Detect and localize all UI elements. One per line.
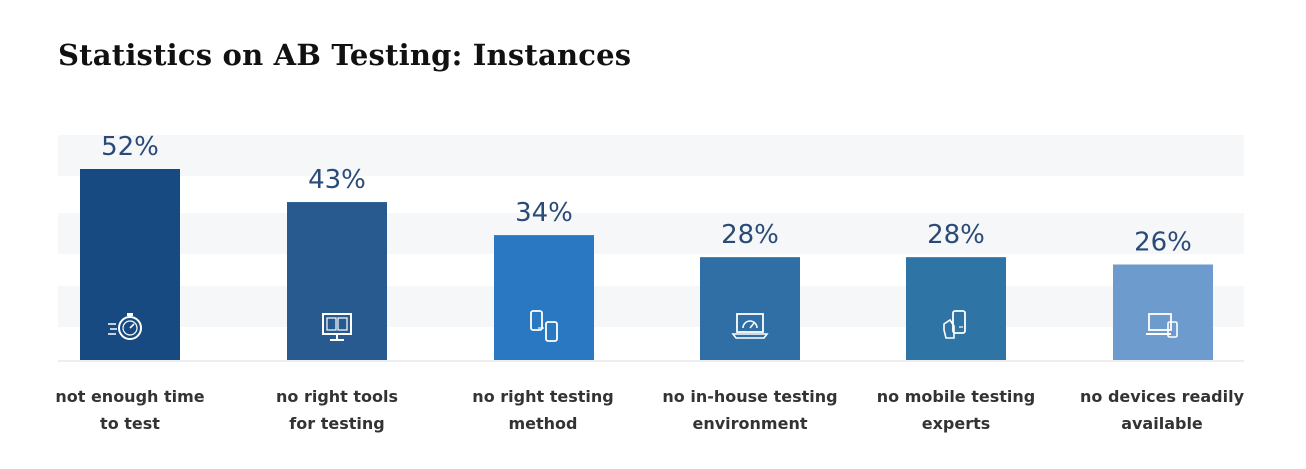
category-labels-group: not enough time to test no right tools for …	[55, 387, 1244, 433]
phone-tablet-icon	[530, 310, 558, 342]
grid-band	[58, 286, 1244, 327]
value-label: 26%	[1134, 228, 1192, 258]
grid-band	[58, 135, 1244, 176]
ab-monitor-icon	[322, 313, 352, 341]
category-label: not enough time	[55, 387, 204, 406]
category-label: available	[1121, 414, 1203, 433]
value-label: 28%	[721, 220, 779, 250]
value-label: 43%	[308, 165, 366, 195]
laptop-gauge-icon	[731, 313, 769, 339]
category-label: no right testing	[472, 387, 613, 406]
grid-band	[58, 213, 1244, 254]
background-bands	[58, 135, 1244, 327]
category-label: environment	[693, 414, 808, 433]
bar	[906, 257, 1006, 360]
value-label: 28%	[927, 220, 985, 250]
chart-title: Statistics on AB Testing: Instances	[58, 38, 632, 72]
value-label: 52%	[101, 132, 159, 162]
category-label: no right tools	[276, 387, 398, 406]
devices-icon	[1146, 313, 1178, 338]
icons-group	[108, 310, 1178, 342]
category-label: no in-house testing	[662, 387, 837, 406]
bars-group	[80, 169, 1213, 360]
category-label: no devices readily	[1080, 387, 1245, 406]
value-label: 34%	[515, 198, 573, 228]
category-label: no mobile testing	[877, 387, 1035, 406]
mobile-hand-icon	[943, 310, 966, 339]
value-labels-group: 52% 43% 34% 28% 28% 26%	[101, 132, 1192, 258]
category-label: to test	[100, 414, 160, 433]
bar	[1113, 264, 1213, 360]
category-label: experts	[922, 414, 991, 433]
category-label: for testing	[289, 414, 384, 433]
bar	[700, 257, 800, 360]
category-label: method	[508, 414, 577, 433]
stopwatch-icon	[108, 313, 142, 340]
bar	[80, 169, 180, 360]
bar	[494, 235, 594, 360]
